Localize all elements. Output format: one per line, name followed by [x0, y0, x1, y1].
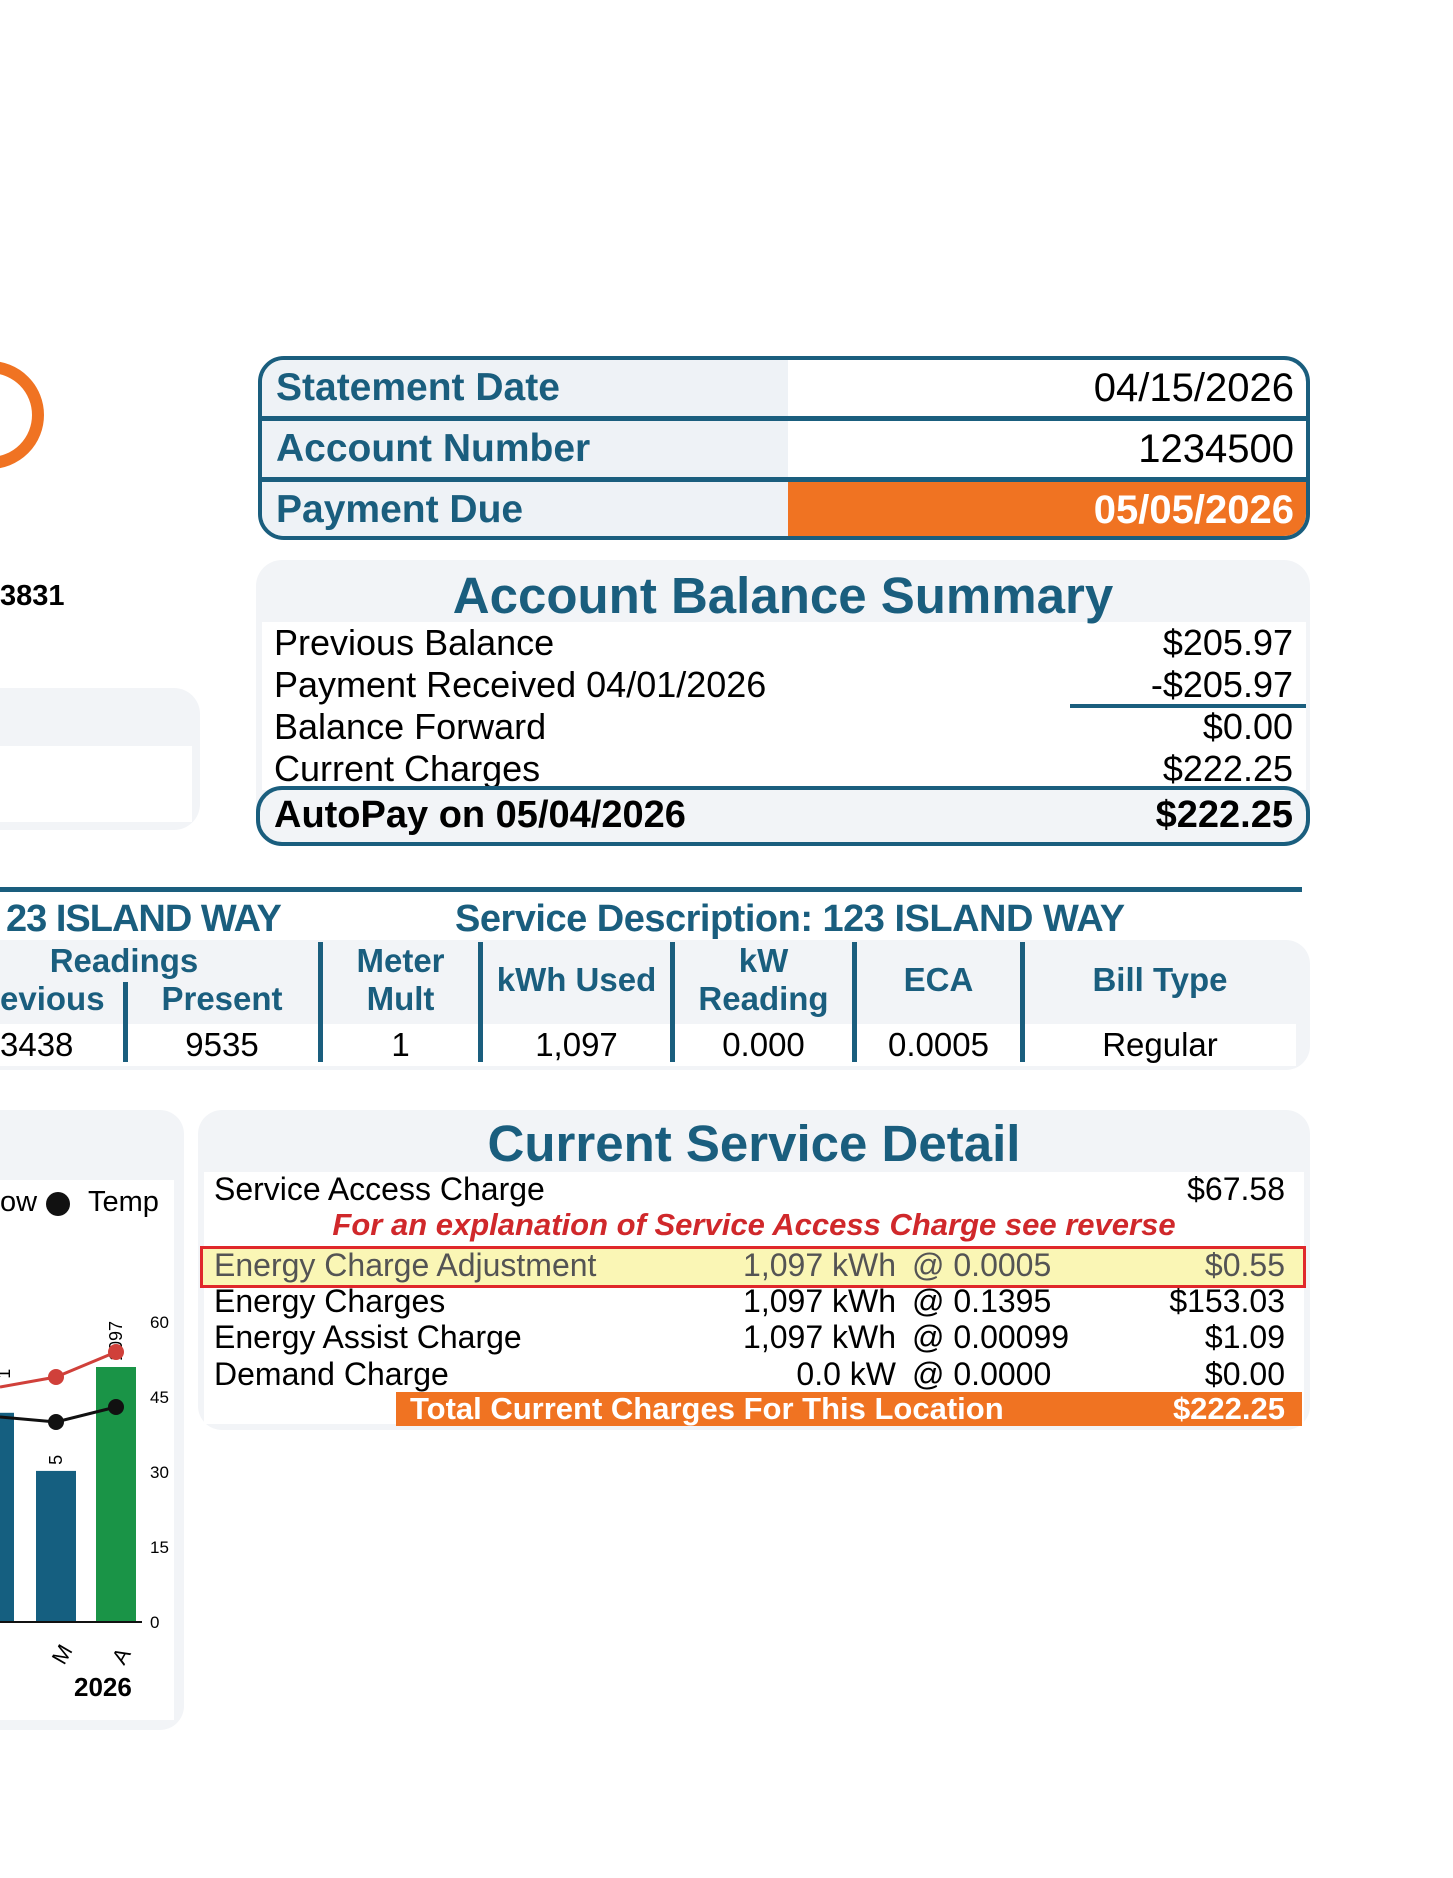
total-charges-bar — [396, 1392, 1302, 1426]
balance-summary-title: Account Balance Summary — [452, 567, 1114, 624]
detail-label-2: Energy Assist Charge — [214, 1319, 522, 1355]
payment-due-value: 05/05/2026 — [788, 482, 1306, 536]
highlighted-row — [200, 1246, 1306, 1288]
service-access-label: Service Access Charge — [214, 1171, 545, 1207]
bill-type-header: Bill Type — [1092, 961, 1228, 998]
detail-rate-2: @ 0.00099 — [912, 1319, 1070, 1355]
service-access-value: $67.58 — [1187, 1171, 1285, 1207]
axis-tick-60: 60 — [150, 1313, 169, 1332]
service-description: Service Description: 123 ISLAND WAY — [455, 898, 1125, 940]
autopay-row — [256, 786, 1310, 846]
kwh-used-value: 1,097 — [535, 1026, 618, 1063]
temp-point-M — [48, 1414, 64, 1430]
detail-value-1: $153.03 — [1169, 1283, 1285, 1319]
axis-tick-15: 15 — [150, 1538, 169, 1557]
detail-rate-0: @ 0.0005 — [912, 1247, 1052, 1283]
service-address-left: 23 ISLAND WAY — [6, 898, 282, 940]
axis-tick-45: 45 — [150, 1388, 169, 1407]
axis-tick-0: 0 — [150, 1613, 159, 1632]
statement-date-value: 04/15/2026 — [1093, 366, 1294, 410]
previous-balance-value: $205.97 — [1162, 622, 1293, 663]
account-number-label: Account Number — [262, 421, 788, 477]
detail-label-0: Energy Charge Adjustment — [214, 1247, 597, 1283]
kw-reading-header-1: kW — [738, 942, 789, 979]
readings-header: Readings — [49, 942, 199, 979]
bar-previous — [0, 1412, 14, 1622]
detail-qty-1: 1,097 kWh — [743, 1283, 896, 1319]
legend-temp-label: Temp — [88, 1186, 159, 1218]
chart-year-label: 2026 — [74, 1672, 132, 1702]
legend-temp-dot-icon — [46, 1192, 70, 1216]
low-point-M — [48, 1369, 64, 1385]
present-header: Present — [161, 980, 283, 1017]
x-label-A: A — [107, 1643, 136, 1668]
legend-low-label: ow — [0, 1186, 38, 1218]
detail-qty-0: 1,097 kWh — [743, 1247, 896, 1283]
previous-balance-label: Previous Balance — [274, 622, 555, 663]
meter-mult-header-1: Meter — [356, 942, 445, 979]
kwh-used-header: kWh Used — [496, 961, 657, 998]
eca-value: 0.0005 — [888, 1026, 989, 1063]
payment-received-label: Payment Received 04/01/2026 — [274, 664, 767, 705]
current-charges-value: $222.25 — [1162, 748, 1293, 789]
detail-value-0: $0.55 — [1204, 1247, 1285, 1283]
bar-M — [36, 1470, 76, 1622]
account-number-value: 1234500 — [1138, 427, 1294, 471]
low-point-A — [108, 1344, 124, 1360]
detail-qty-3: 0.0 kW — [796, 1356, 896, 1392]
balance-forward-value: $0.00 — [1202, 706, 1293, 747]
payment-due-label: Payment Due — [262, 482, 788, 536]
bar-label-M: 5 — [46, 1455, 66, 1465]
total-charges-label: Total Current Charges For This Location — [410, 1391, 1004, 1426]
balance-forward-label: Balance Forward — [274, 706, 547, 747]
kw-reading-value: 0.000 — [722, 1026, 805, 1063]
current-charges-label: Current Charges — [274, 748, 541, 789]
eca-header: ECA — [903, 961, 974, 998]
bar-label-previous: 1 — [0, 1369, 14, 1379]
kw-reading-header-2: Reading — [698, 980, 829, 1017]
usage-chart: 109751015304560MA — [0, 1313, 169, 1669]
bill-type-value: Regular — [1102, 1026, 1218, 1063]
meter-mult-header-2: Mult — [366, 980, 435, 1017]
previous-reading-value: 3438 — [0, 1026, 74, 1063]
autopay-label: AutoPay on 05/04/2026 — [274, 794, 686, 836]
present-reading-value: 9535 — [185, 1026, 259, 1063]
detail-value-3: $0.00 — [1204, 1356, 1285, 1392]
autopay-value: $222.25 — [1155, 794, 1293, 836]
detail-rate-3: @ 0.0000 — [912, 1356, 1052, 1392]
previous-header: evious — [0, 980, 105, 1017]
x-label-M: M — [47, 1640, 78, 1668]
total-charges-value: $222.25 — [1172, 1391, 1285, 1426]
statement-info-box: Statement Date 04/15/2026 Account Number… — [258, 356, 1310, 540]
service-detail-title: Current Service Detail — [487, 1115, 1021, 1172]
axis-tick-30: 30 — [150, 1463, 169, 1482]
logo-ring-icon — [0, 361, 44, 469]
detail-rate-1: @ 0.1395 — [912, 1283, 1052, 1319]
account-id-fragment: 3831 — [0, 580, 65, 612]
detail-value-2: $1.09 — [1204, 1319, 1285, 1355]
detail-label-1: Energy Charges — [214, 1283, 446, 1319]
meter-mult-value: 1 — [391, 1026, 410, 1063]
statement-date-label: Statement Date — [262, 360, 788, 416]
payment-received-value: -$205.97 — [1150, 664, 1293, 705]
temp-point-A — [108, 1399, 124, 1415]
detail-qty-2: 1,097 kWh — [743, 1319, 896, 1355]
service-access-note: For an explanation of Service Access Cha… — [332, 1207, 1176, 1242]
detail-label-3: Demand Charge — [214, 1356, 449, 1392]
subtotal-rule — [1070, 704, 1306, 708]
section-rule — [0, 887, 1302, 892]
